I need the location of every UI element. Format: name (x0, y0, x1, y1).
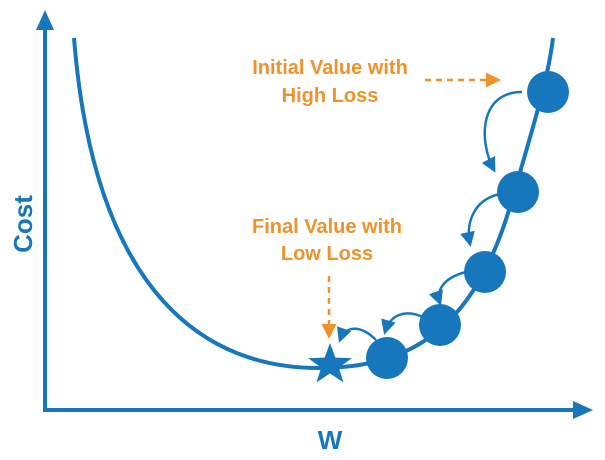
x-axis-arrowhead (573, 401, 593, 419)
step-marker (419, 304, 461, 346)
step-arrows (336, 90, 523, 343)
x-axis-label: W (318, 425, 343, 455)
y-axis-arrowhead (36, 10, 54, 30)
y-axis-label: Cost (8, 195, 38, 253)
axes (36, 10, 593, 419)
final-annotation-line1: Final Value with (252, 216, 402, 238)
step-marker (366, 337, 408, 379)
step-arrow (428, 270, 467, 306)
step-arrow (336, 326, 377, 343)
step-arrow (460, 192, 501, 247)
step-arrow (381, 312, 426, 335)
initial-annotation-line1: Initial Value with (252, 57, 408, 79)
initial-annotation-line2: High Loss (282, 85, 379, 107)
step-arrow (481, 90, 523, 173)
step-marker (464, 251, 506, 293)
minimum-star-icon (308, 343, 352, 383)
final-annotation-line2: Low Loss (281, 243, 373, 265)
step-marker-initial (527, 71, 569, 113)
step-marker (497, 171, 539, 213)
step-markers (366, 71, 569, 379)
